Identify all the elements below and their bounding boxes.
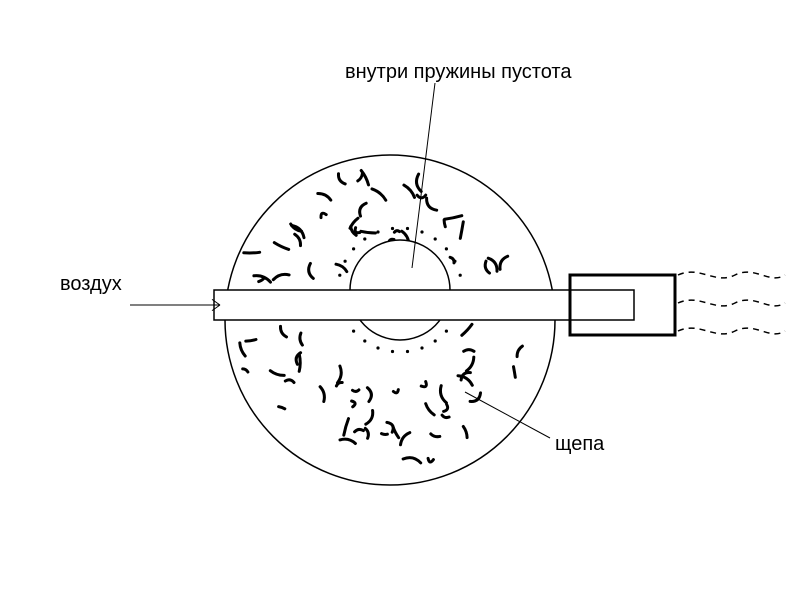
spring-dot bbox=[363, 237, 366, 240]
wood-chip bbox=[246, 340, 256, 342]
wood-chip bbox=[299, 354, 300, 371]
wood-chip bbox=[394, 231, 399, 232]
label-spring-void: внутри пружины пустота bbox=[345, 61, 572, 83]
label-chips: щепа bbox=[555, 433, 605, 455]
spring-dot bbox=[434, 237, 437, 240]
spring-dot bbox=[376, 346, 379, 349]
spring-dot bbox=[352, 330, 355, 333]
spring-dot bbox=[420, 346, 423, 349]
wood-chip bbox=[382, 434, 388, 435]
spring-dot bbox=[391, 227, 394, 230]
wood-chip bbox=[514, 367, 516, 378]
spring-dot bbox=[445, 330, 448, 333]
spring-dot bbox=[338, 274, 341, 277]
wood-chip bbox=[361, 231, 376, 233]
spring-dot bbox=[352, 247, 355, 250]
wood-chip bbox=[464, 350, 474, 352]
wood-chip bbox=[444, 220, 445, 227]
spring-dot bbox=[363, 339, 366, 342]
spring-dot bbox=[453, 260, 456, 263]
spring-dot bbox=[406, 350, 409, 353]
spring-dot bbox=[434, 339, 437, 342]
spring-dot bbox=[406, 227, 409, 230]
spring-dot bbox=[459, 274, 462, 277]
wood-chip bbox=[353, 390, 359, 392]
spring-dot bbox=[391, 350, 394, 353]
spring-dot bbox=[445, 247, 448, 250]
spring-dot bbox=[376, 230, 379, 233]
wood-chip bbox=[244, 252, 260, 253]
spring-dot bbox=[344, 260, 347, 263]
spring-dot bbox=[420, 230, 423, 233]
label-air: воздух bbox=[60, 273, 122, 295]
